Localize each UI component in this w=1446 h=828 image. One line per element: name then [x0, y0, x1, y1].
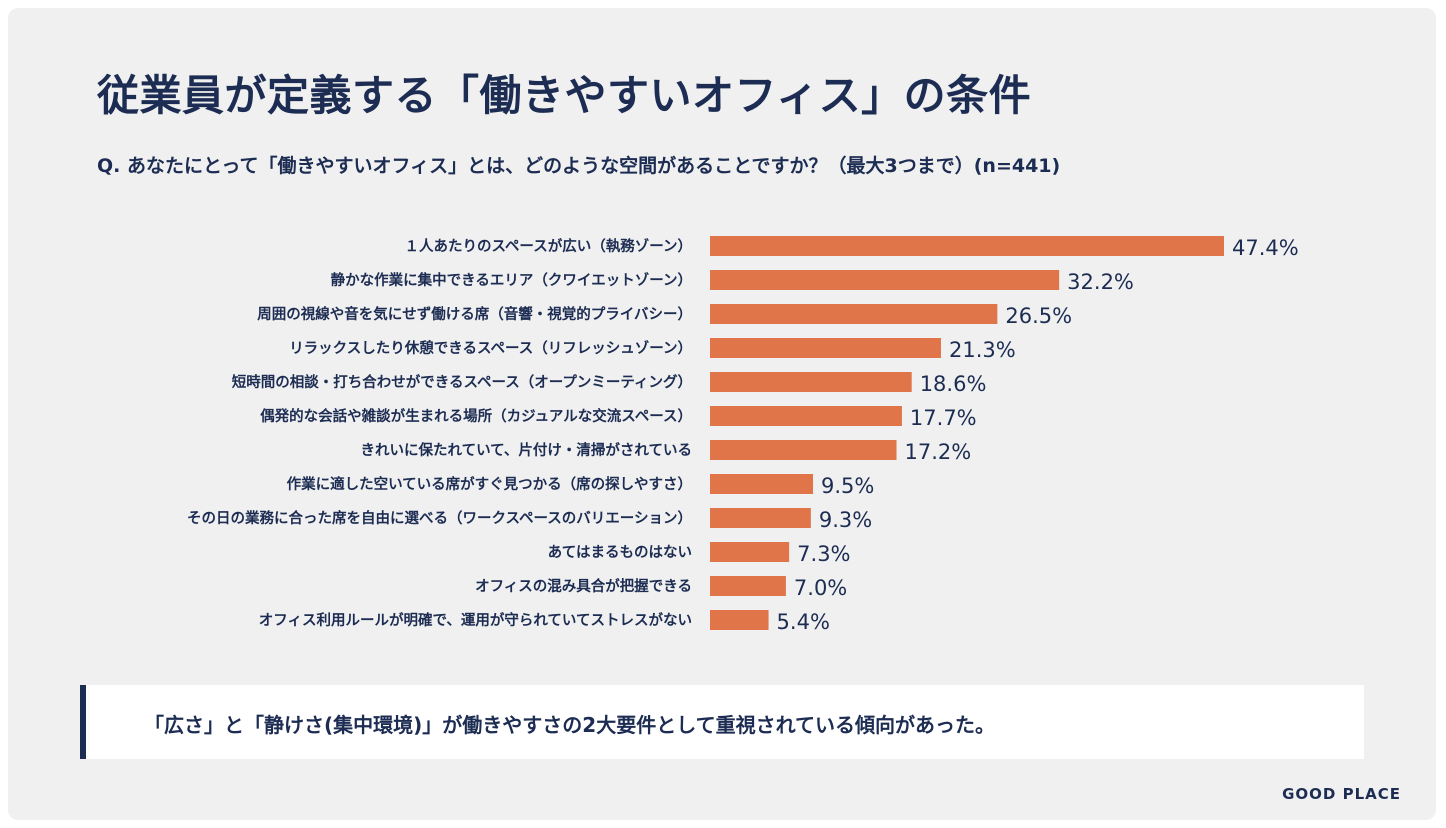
- value-label: 9.3%: [819, 508, 872, 532]
- category-label: 作業に適した空いている席がすぐ見つかる（席の探しやすさ）: [287, 475, 692, 493]
- value-label: 47.4%: [1232, 236, 1299, 260]
- survey-question: Q. あなたにとって「働きやすいオフィス」とは、どのような空間があることですか？…: [97, 155, 1061, 177]
- category-label: オフィスの混み具合が把握できる: [475, 577, 692, 595]
- value-label: 17.7%: [910, 406, 977, 430]
- value-label: 32.2%: [1067, 270, 1134, 294]
- value-label: 18.6%: [920, 372, 987, 396]
- value-label: 7.0%: [794, 576, 847, 600]
- category-label: 偶発的な会話や雑談が生まれる場所（カジュアルな交流スペース）: [260, 407, 692, 425]
- bar: [710, 542, 790, 562]
- value-label: 26.5%: [1005, 304, 1072, 328]
- value-label: 17.2%: [905, 440, 972, 464]
- bar: [710, 474, 814, 494]
- category-label: 短時間の相談・打ち合わせができるスペース（オープンミーティング）: [232, 373, 692, 391]
- bar: [710, 236, 1224, 256]
- brand-logo-text: GOOD PLACE: [1282, 785, 1401, 803]
- category-label: 静かな作業に集中できるエリア（クワイエットゾーン）: [331, 271, 692, 289]
- bar: [710, 372, 912, 392]
- summary-box: 「広さ」と「静けさ(集中環境)」が働きやすさの2大要件として重視されている傾向が…: [80, 685, 1364, 759]
- category-label: リラックスしたり休憩できるスペース（リフレッシュゾーン）: [289, 339, 692, 357]
- bar: [710, 440, 897, 460]
- category-label: オフィス利用ルールが明確で、運用が守られていてストレスがない: [259, 611, 692, 629]
- bar: [710, 576, 786, 596]
- value-label: 5.4%: [777, 610, 830, 634]
- category-label: １人あたりのスペースが広い（執務ゾーン）: [404, 237, 692, 255]
- page-title: 従業員が定義する「働きやすいオフィス」の条件: [97, 71, 1032, 120]
- category-label: あてはまるものはない: [548, 544, 692, 561]
- value-label: 9.5%: [821, 474, 874, 498]
- bar: [710, 610, 769, 630]
- value-label: 21.3%: [949, 338, 1016, 362]
- category-label: きれいに保たれていて、片付け・清掃がされている: [361, 441, 692, 459]
- bar: [710, 338, 941, 358]
- bar: [710, 304, 998, 324]
- summary-text: 「広さ」と「静けさ(集中環境)」が働きやすさの2大要件として重視されている傾向が…: [144, 713, 995, 737]
- bar-chart: １人あたりのスペースが広い（執務ゾーン） 47.4% 静かな作業に集中できるエリア（…: [187, 236, 1299, 634]
- category-label: 周囲の視線や音を気にせず働ける席（音響・視覚的プライバシー）: [257, 305, 692, 323]
- category-label: その日の業務に合った席を自由に選べる（ワークスペースのバリエーション）: [187, 509, 692, 527]
- value-label: 7.3%: [797, 542, 850, 566]
- bar: [710, 270, 1060, 290]
- bar: [710, 406, 902, 426]
- bar: [710, 508, 811, 528]
